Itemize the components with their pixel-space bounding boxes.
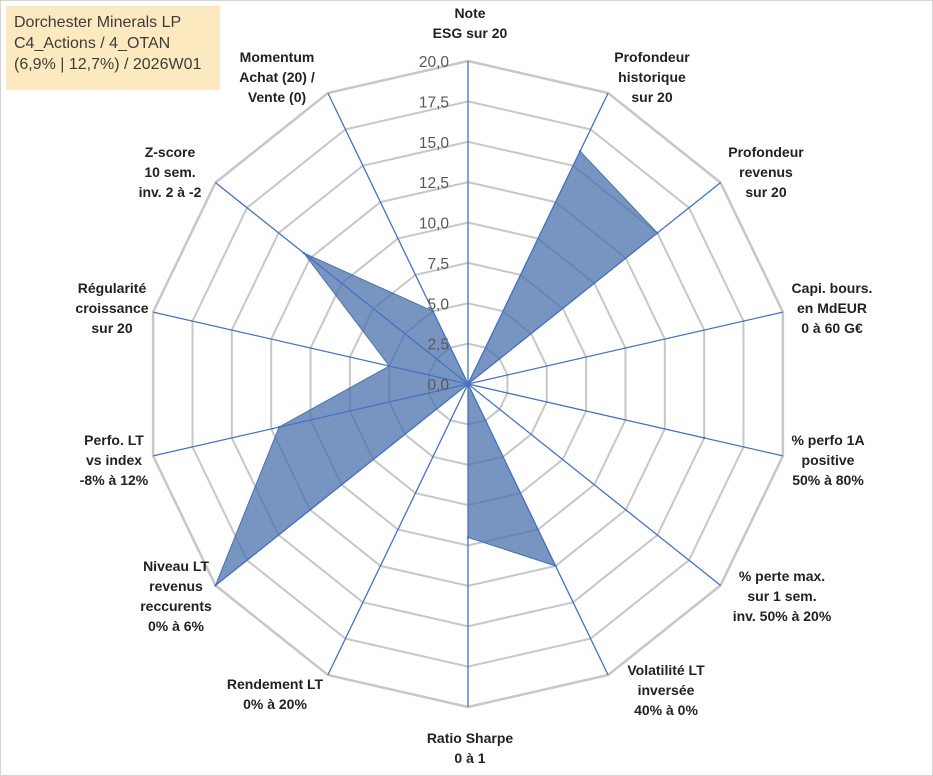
axis-label-line: -8% à 12% — [80, 472, 149, 488]
axis-label-line: 0 à 1 — [454, 750, 485, 766]
axis-spoke — [467, 383, 784, 457]
axis-spoke — [152, 383, 469, 457]
axis-label-line: sur 20 — [745, 184, 786, 200]
axis-spoke — [327, 92, 469, 385]
axis-label: Volatilité LT inversée 40% à 0% — [627, 662, 705, 718]
axis-label-line: Momentum — [240, 49, 315, 65]
axis-label-line: inv. 50% à 20% — [733, 608, 832, 624]
tick-label: 0,0 — [427, 377, 449, 394]
axis-label-line: revenus — [739, 164, 793, 180]
axis-label-line: ESG sur 20 — [433, 25, 508, 41]
axis-label: Z-score 10 sem. inv. 2 à -2 — [139, 144, 202, 200]
axis-label-line: 0 à 60 G€ — [801, 320, 863, 336]
axis-label: Note ESG sur 20 — [433, 5, 508, 41]
axis-label-line: Profondeur — [728, 144, 804, 160]
axis-label-line: 10 sem. — [144, 164, 195, 180]
axis-label-line: en MdEUR — [797, 300, 867, 316]
axis-label-line: reccurents — [140, 598, 212, 614]
info-line-2: C4_Actions / 4_OTAN — [14, 35, 171, 52]
axis-spoke — [215, 182, 469, 385]
axis-spoke — [467, 383, 609, 676]
tick-label: 10,0 — [419, 216, 450, 233]
axis-label: Momentum Achat (20) / Vente (0) — [239, 49, 315, 105]
tick-label: 5,0 — [427, 296, 449, 313]
axis-label: % perfo 1A positive 50% à 80% — [791, 432, 864, 488]
axis-label: Rendement LT 0% à 20% — [227, 676, 324, 712]
axis-label-line: sur 20 — [91, 320, 132, 336]
axis-label-line: inv. 2 à -2 — [139, 184, 202, 200]
axis-label-line: revenus — [149, 578, 203, 594]
axis-label: Profondeur historique sur 20 — [614, 49, 690, 105]
axis-label-line: Profondeur — [614, 49, 690, 65]
axis-label: Régularité croissance sur 20 — [75, 280, 148, 336]
axis-label: Niveau LT revenus reccurents 0% à 6% — [140, 558, 212, 634]
axis-spoke — [467, 311, 784, 385]
tick-label: 15,0 — [419, 135, 450, 152]
tick-label: 7,5 — [427, 256, 449, 273]
axis-label-line: 40% à 0% — [634, 702, 698, 718]
axis-label-line: vs index — [86, 452, 142, 468]
axis-label-line: Vente (0) — [248, 89, 306, 105]
axis-label-line: Z-score — [145, 144, 196, 160]
axis-spoke — [327, 383, 469, 676]
axis-label-line: inversée — [638, 682, 695, 698]
axis-label-line: % perfo 1A — [791, 432, 864, 448]
axis-label-line: historique — [618, 69, 686, 85]
axis-spoke — [467, 92, 609, 385]
tick-label: 2,5 — [427, 337, 449, 354]
axis-label-line: Volatilité LT — [627, 662, 705, 678]
axis-label-line: 0% à 6% — [148, 618, 205, 634]
info-line-3: (6,9% | 12,7%) / 2026W01 — [14, 56, 202, 73]
axis-label-line: Niveau LT — [143, 558, 209, 574]
axis-label-line: positive — [802, 452, 855, 468]
tick-label: 12,5 — [419, 175, 449, 192]
axis-label-line: Capi. bours. — [792, 280, 873, 296]
axis-spoke — [152, 311, 469, 385]
axis-label-line: Achat (20) / — [239, 69, 315, 85]
axis-label: Capi. bours. en MdEUR 0 à 60 G€ — [792, 280, 873, 336]
axis-label: % perte max. sur 1 sem. inv. 50% à 20% — [733, 568, 832, 624]
axis-label-line: Note — [454, 5, 485, 21]
axis-label: Perfo. LT vs index -8% à 12% — [80, 432, 149, 488]
axis-label-line: Perfo. LT — [84, 432, 144, 448]
tick-label: 20,0 — [419, 54, 450, 71]
axis-label-line: croissance — [75, 300, 148, 316]
axis-label-line: 50% à 80% — [792, 472, 864, 488]
axis-label-line: % perte max. — [739, 568, 825, 584]
axis-label-line: Régularité — [78, 280, 147, 296]
axis-label: Ratio Sharpe 0 à 1 — [427, 730, 514, 766]
axis-spoke — [215, 383, 469, 586]
axis-label-line: 0% à 20% — [243, 696, 307, 712]
axis-label-line: sur 1 sem. — [747, 588, 816, 604]
info-line-1: Dorchester Minerals LP — [14, 14, 182, 31]
axis-spoke — [467, 182, 721, 385]
tick-label: 17,5 — [419, 94, 449, 111]
axis-label-line: sur 20 — [631, 89, 672, 105]
axis-label-line: Rendement LT — [227, 676, 324, 692]
axis-label-line: Ratio Sharpe — [427, 730, 514, 746]
info-box: Dorchester Minerals LP C4_Actions / 4_OT… — [6, 6, 220, 90]
axis-label: Profondeur revenus sur 20 — [728, 144, 804, 200]
axis-spoke — [467, 383, 721, 586]
